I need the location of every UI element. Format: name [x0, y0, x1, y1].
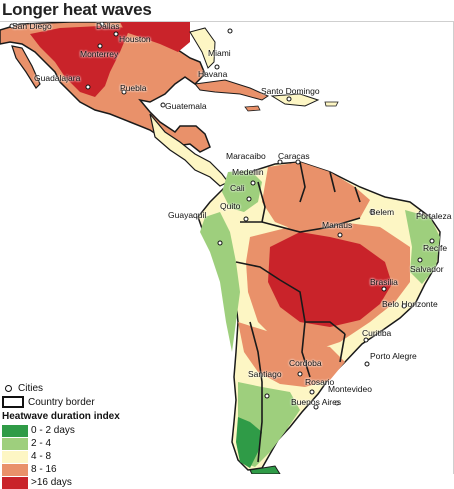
us-hot-band	[120, 22, 190, 52]
legend-cities-label: Cities	[18, 382, 44, 394]
legend-class-label: 8 - 16	[31, 464, 57, 475]
legend-swatch	[2, 450, 28, 463]
city-label-salvador: Salvador	[410, 264, 444, 274]
legend-class-row: 4 - 8	[2, 450, 172, 463]
puerto-rico-island	[324, 101, 339, 107]
legend-class-label: >16 days	[31, 477, 72, 488]
legend-swatch	[2, 476, 28, 489]
hispaniola-island	[270, 93, 320, 107]
legend-class-label: 2 - 4	[31, 438, 52, 449]
city-label-maracaibo: Maracaibo	[226, 151, 266, 161]
city-label-havana: Havana	[198, 69, 228, 79]
legend-swatch	[2, 424, 28, 437]
brazil-hot-core	[268, 232, 392, 327]
patagonia-dark-green	[236, 417, 262, 468]
jamaica-island	[244, 105, 261, 112]
map-area: San Diego Dallas Houston Monterrey Miami…	[0, 21, 454, 489]
legend-class-label: 0 - 2 days	[31, 425, 75, 436]
legend-class-row: 2 - 4	[2, 437, 172, 450]
legend-class-row: 0 - 2 days	[2, 424, 172, 437]
heatwave-map	[0, 22, 441, 474]
legend-cities-row: Cities	[2, 382, 172, 394]
city-label-belem: Belem	[370, 207, 395, 217]
mexico-hot-core	[30, 26, 130, 97]
legend-swatch	[2, 437, 28, 450]
city-markers	[9, 22, 435, 410]
city-label-porto-alegre: Porto Alegre	[370, 351, 417, 361]
city-label-santiago: Santiago	[248, 369, 282, 379]
city-label-cordoba: Cordoba	[289, 358, 322, 368]
city-label-dallas: Dallas	[96, 21, 120, 31]
city-label-guatemala: Guatemala	[165, 101, 207, 111]
cuba-island	[194, 79, 270, 101]
city-label-guadalajara: Guadalajara	[34, 73, 81, 83]
map-legend: Cities Country border Heatwave duration …	[2, 382, 172, 489]
legend-index-title: Heatwave duration index	[2, 411, 120, 422]
east-coast-green	[405, 210, 440, 284]
figure-title: Longer heat waves	[2, 0, 152, 19]
city-label-monterrey: Monterrey	[80, 49, 119, 59]
legend-class-label: 4 - 8	[31, 451, 52, 462]
west-green-coast	[200, 212, 240, 352]
legend-class-row: 8 - 16	[2, 463, 172, 476]
central-america-yellow	[149, 113, 229, 187]
city-label-puebla: Puebla	[120, 83, 147, 93]
city-label-recife: Recife	[423, 243, 448, 253]
florida	[189, 27, 216, 69]
city-label-caracas: Caracas	[278, 151, 310, 161]
city-label-cali: Cali	[230, 183, 245, 193]
country-borders	[235, 161, 361, 463]
southern-cone-orange	[238, 322, 345, 387]
city-label-houston: Houston	[119, 34, 151, 44]
legend-classes: 0 - 2 days 2 - 4 4 - 8 8 - 16 >16 days	[2, 424, 172, 489]
city-label-santo-domingo: Santo Domingo	[261, 86, 320, 96]
legend-swatch	[2, 463, 28, 476]
city-label-medellin: Medellin	[232, 167, 264, 177]
city-label-buenos-aires: Buenos Aires	[291, 397, 342, 407]
city-symbol-icon	[5, 384, 12, 392]
legend-border-row: Country border	[2, 396, 172, 408]
city-label-san-diego: San Diego	[12, 21, 52, 31]
legend-class-row: >16 days	[2, 476, 172, 489]
city-label-miami: Miami	[208, 48, 231, 58]
city-label-curitiba: Curitiba	[362, 328, 392, 338]
city-label-quito: Quito	[220, 201, 241, 211]
city-label-belo-horizonte: Belo Horizonte	[382, 299, 438, 309]
city-label-manaus: Manaus	[322, 220, 353, 230]
tierra-del-fuego	[249, 465, 281, 474]
legend-border-label: Country border	[28, 396, 95, 408]
city-label-montevideo: Montevideo	[328, 384, 372, 394]
orange-north	[262, 162, 370, 232]
colombia-green	[222, 170, 262, 212]
city-label-brasilia: Brasilia	[370, 277, 398, 287]
city-label-guayaquil: Guayaquil	[168, 210, 207, 220]
city-label-fortaleza: Fortaleza	[416, 211, 452, 221]
city-label-rosario: Rosario	[305, 377, 335, 387]
country-border-symbol-icon	[2, 396, 24, 408]
baja-peninsula	[11, 45, 41, 89]
